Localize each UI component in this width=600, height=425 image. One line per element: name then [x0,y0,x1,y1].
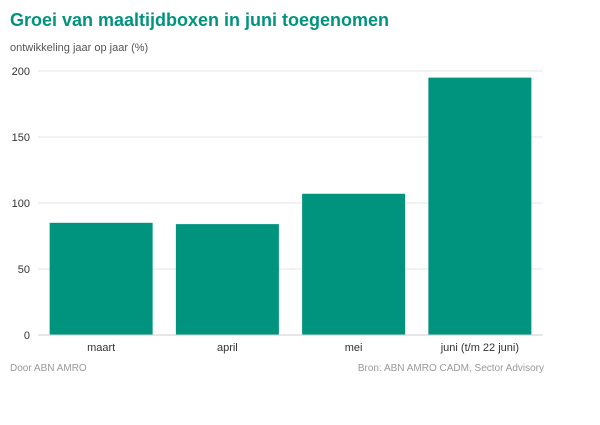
x-tick-label: april [217,342,238,354]
y-tick-label: 200 [12,66,30,78]
y-axis-ticks: 0 50 100 150 200 [12,66,30,342]
y-tick-label: 0 [24,330,30,342]
bar-chart: 0 50 100 150 200 maart april mei juni (t/m 22 j… [12,66,543,354]
x-axis-ticks: maart april mei juni (t/m 22 juni) [87,342,519,354]
x-tick-label: juni (t/m 22 juni) [440,342,519,354]
bar-0 [49,222,153,335]
footer-source: Bron: ABN AMRO CADM, Sector Advisory [357,363,544,374]
y-tick-label: 100 [12,198,30,210]
y-tick-label: 150 [12,132,30,144]
bar-1 [175,224,279,335]
bar-2 [302,193,406,335]
y-tick-label: 50 [18,264,30,276]
bars [49,77,532,335]
footer-author: Door ABN AMRO [10,363,87,374]
x-tick-label: mei [345,342,363,354]
chart-title: Groei van maaltijdboxen in juni toegenom… [10,10,390,30]
chart-subtitle: ontwikkeling jaar op jaar (%) [10,42,149,54]
bar-3 [428,77,532,335]
x-tick-label: maart [87,342,115,354]
